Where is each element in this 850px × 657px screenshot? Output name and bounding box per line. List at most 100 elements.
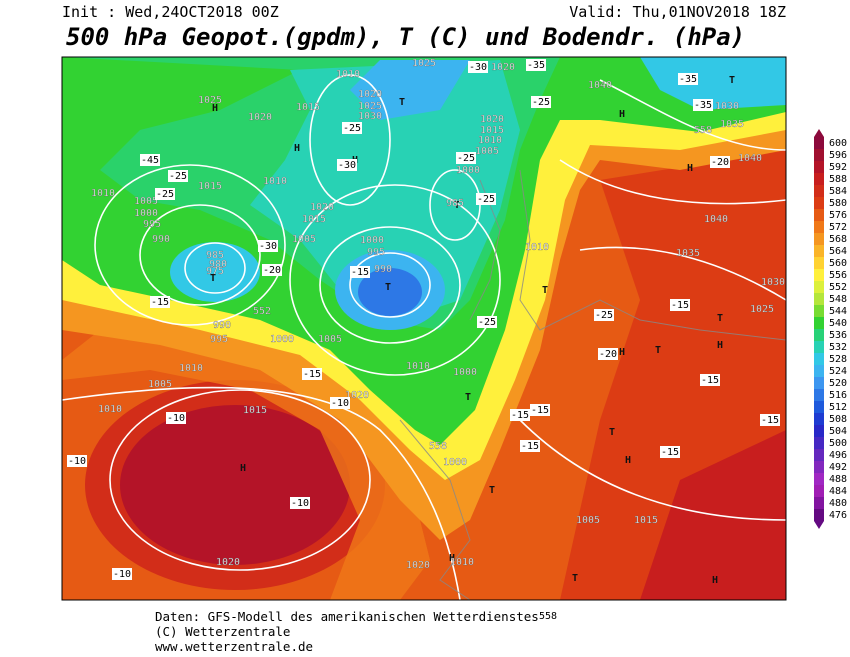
isobar-label: 1000: [360, 235, 384, 246]
isobar-label: 995: [143, 219, 161, 230]
temp-label-box: [598, 348, 618, 360]
scale-level: 488: [829, 474, 847, 485]
scale-band: [814, 449, 824, 461]
temp-label: -15: [701, 375, 719, 386]
isobar-label: 1020: [345, 390, 369, 401]
scale-level: 576: [829, 210, 847, 221]
field-524: [350, 60, 470, 120]
isobar-label: 1040: [738, 153, 762, 164]
scale-level: 524: [829, 366, 847, 377]
pressure-center: H: [294, 143, 300, 154]
temp-label: -25: [478, 317, 496, 328]
temp-label-box: [678, 73, 698, 85]
map-field: [62, 57, 786, 600]
isobar-label: 1020: [216, 557, 240, 568]
footer-copyright: (C) Wetterzentrale: [155, 624, 290, 639]
temp-label: -15: [531, 405, 549, 416]
temp-label-box: [258, 240, 278, 252]
isobar-label: 1000: [270, 334, 294, 345]
isobar-label: 995: [367, 247, 385, 258]
isobar-label: 975: [206, 266, 224, 277]
scale-band: [814, 413, 824, 425]
temp-label: -15: [351, 267, 369, 278]
temp-label-box: [302, 368, 322, 380]
scale-band: [814, 401, 824, 413]
temp-label: -35: [694, 100, 712, 111]
scale-band: [814, 245, 824, 257]
scale-level: 588: [829, 174, 847, 185]
pressure-center: T: [609, 427, 615, 438]
temp-label: -10: [113, 569, 131, 580]
scale-band: [814, 161, 824, 173]
isobar-label: 1015: [302, 214, 326, 225]
pressure-center: H: [212, 103, 218, 114]
temp-label: -10: [167, 413, 185, 424]
isobar-label: 1010: [98, 404, 122, 415]
temp-label: -15: [671, 300, 689, 311]
scale-level: 552: [829, 282, 847, 293]
pressure-center: H: [240, 463, 246, 474]
isobar-label: 1000: [443, 457, 467, 468]
temp-label: -15: [511, 410, 529, 421]
temp-label-box: [350, 266, 370, 278]
temp-label: -25: [532, 97, 550, 108]
scale-level: 496: [829, 450, 847, 461]
isobar-label: 1010: [450, 557, 474, 568]
scale-band: [814, 305, 824, 317]
temp-label-box: [112, 568, 132, 580]
scale-band: [814, 485, 824, 497]
temp-label-box: [456, 152, 476, 164]
temp-label: -20: [263, 265, 281, 276]
temp-label: -25: [477, 194, 495, 205]
pressure-center: H: [687, 163, 693, 174]
isobar-label: 1000: [453, 367, 477, 378]
temp-label: -15: [151, 297, 169, 308]
isobar-label: 1005: [576, 515, 600, 526]
isobar-label: 1015: [296, 102, 320, 113]
isobar-label: 558: [429, 441, 447, 452]
isobar-label: 1010: [478, 135, 502, 146]
scale-level: 508: [829, 414, 847, 425]
scale-band: [814, 137, 824, 149]
scale-band: [814, 473, 824, 485]
isobar-label: 990: [213, 320, 231, 331]
pressure-center: H: [449, 553, 455, 564]
isobar-label: 1025: [358, 101, 382, 112]
scale-level: 492: [829, 462, 847, 473]
valid-time: Valid: Thu,01NOV2018 18Z: [569, 3, 786, 21]
isobar-label: 1020: [310, 202, 334, 213]
isobar-label: 1010: [263, 176, 287, 187]
isobar-label: 1015: [198, 181, 222, 192]
isobar-label: 1005: [148, 379, 172, 390]
field-warm-core: [120, 405, 350, 565]
scale-level: 580: [829, 198, 847, 209]
pressure-center: H: [717, 340, 723, 351]
scale-band: [814, 149, 824, 161]
isobar-label: 1010: [406, 361, 430, 372]
temp-label: -10: [68, 456, 86, 467]
scale-band: [814, 509, 824, 521]
isobar-label: 1010: [525, 242, 549, 253]
isobar-label: 1005: [134, 196, 158, 207]
scale-band: [814, 353, 824, 365]
scale-band: [814, 461, 824, 473]
scale-level: 544: [829, 306, 847, 317]
temp-label-box: [693, 99, 713, 111]
isobar-label: 980: [209, 259, 227, 270]
isobar-label: 1000: [456, 165, 480, 176]
isobar-label: 1010: [179, 363, 203, 374]
scale-level: 516: [829, 390, 847, 401]
isobar-label: 1005: [475, 146, 499, 157]
isobar-label: 985: [206, 250, 224, 261]
scale-band: [814, 173, 824, 185]
temp-label-box: [150, 296, 170, 308]
color-scale: 6005965925885845805765725685645605565525…: [814, 129, 847, 529]
field-low-core: [358, 268, 422, 316]
temp-label-box: [476, 193, 496, 205]
temp-label: -25: [457, 153, 475, 164]
scale-band: [814, 233, 824, 245]
isobar-label: 1020: [491, 62, 515, 73]
isobars: [62, 74, 786, 600]
isobar-label: 1020: [406, 560, 430, 571]
pressure-center: T: [465, 392, 471, 403]
